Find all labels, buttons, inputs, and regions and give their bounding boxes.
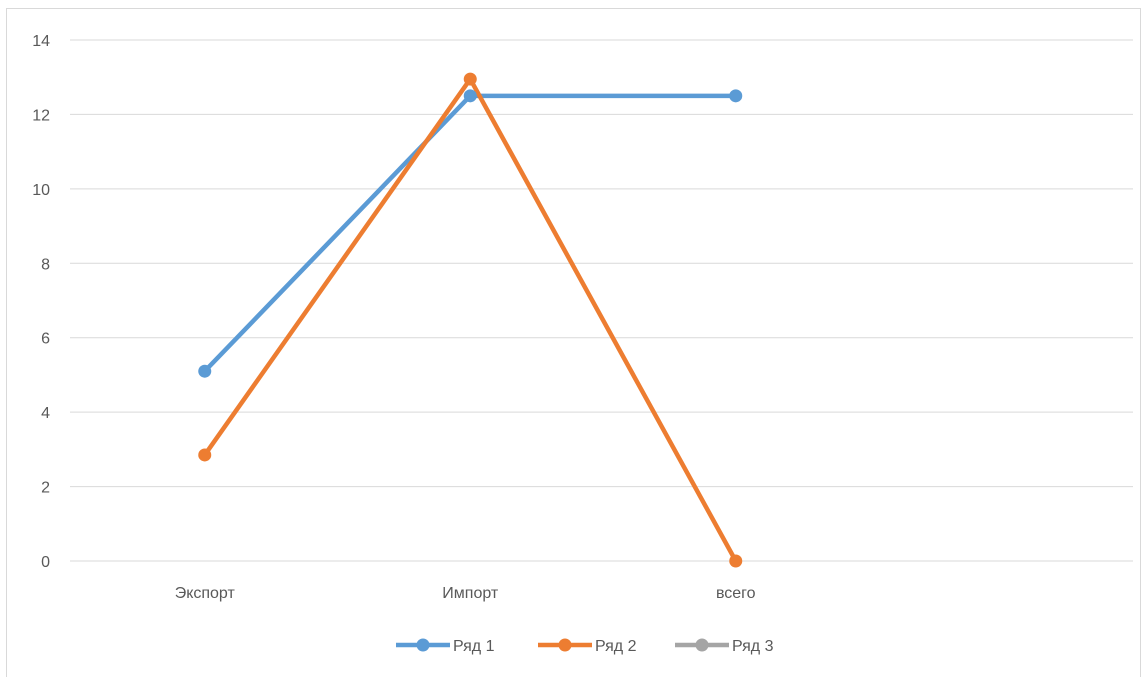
x-tick-label: Импорт	[442, 585, 499, 602]
data-point	[729, 554, 743, 568]
series-line-2	[202, 76, 738, 564]
legend-marker	[558, 638, 572, 652]
data-point	[729, 89, 743, 103]
y-tick-label: 0	[41, 554, 50, 571]
y-tick-label: 10	[32, 182, 50, 199]
y-tick-label: 6	[41, 331, 50, 348]
legend-item-1: Ряд 1	[396, 638, 495, 655]
x-axis-tick-labels: Экспорт Импорт всего	[175, 585, 756, 602]
data-point	[198, 364, 212, 378]
y-tick-label: 8	[41, 256, 50, 273]
y-tick-label: 2	[41, 480, 50, 497]
legend-marker	[695, 638, 709, 652]
y-tick-label: 14	[32, 33, 50, 50]
chart-area	[6, 8, 1141, 677]
series-lines	[202, 76, 738, 564]
legend-label: Ряд 1	[453, 638, 495, 655]
legend-item-2: Ряд 2	[538, 638, 637, 655]
x-tick-label: Экспорт	[175, 585, 236, 602]
data-point	[463, 89, 477, 103]
y-tick-label: 12	[32, 107, 50, 124]
data-point	[463, 72, 477, 86]
legend-label: Ряд 3	[732, 638, 774, 655]
y-axis-tick-labels: 0 2 4 6 8 10 12 14	[32, 33, 50, 571]
legend-label: Ряд 2	[595, 638, 637, 655]
legend-marker	[416, 638, 430, 652]
legend: Ряд 1 Ряд 2 Ряд 3	[396, 638, 774, 655]
series-points	[198, 72, 743, 568]
series-line-1	[202, 93, 738, 374]
legend-item-3: Ряд 3	[675, 638, 774, 655]
gridlines	[70, 39, 1133, 562]
y-tick-label: 4	[41, 405, 50, 422]
data-point	[198, 448, 212, 462]
x-tick-label: всего	[716, 585, 756, 602]
